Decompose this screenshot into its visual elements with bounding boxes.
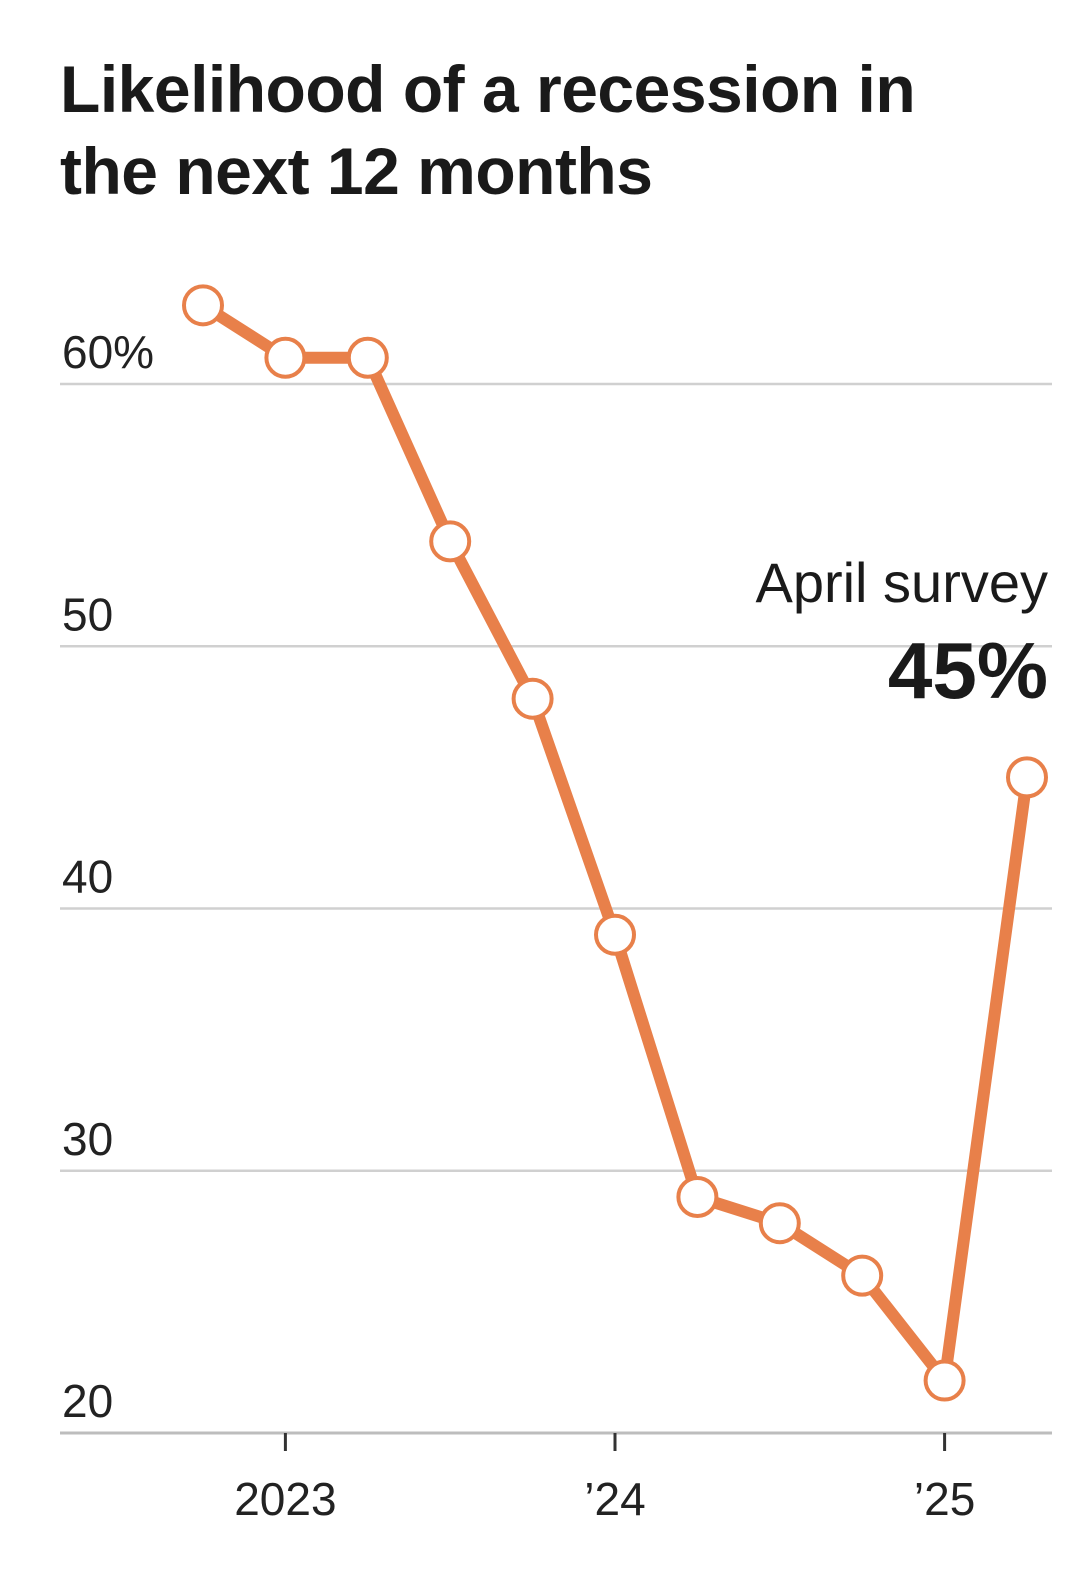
y-tick-label: 40	[62, 851, 113, 903]
y-tick-label: 20	[62, 1375, 113, 1427]
data-point	[1006, 756, 1048, 799]
series-markers	[182, 284, 1048, 1402]
y-axis-tick-labels: 20 30 40 50 60%	[62, 326, 154, 1427]
data-point	[346, 336, 389, 379]
series-path	[197, 299, 1033, 1387]
data-point	[758, 1202, 801, 1245]
x-axis: 2023 ’24 ’25	[60, 1431, 1052, 1525]
x-tick-label: ’24	[584, 1473, 645, 1525]
chart-title: Likelihood of a recession in the next 12…	[60, 52, 916, 208]
data-point	[182, 284, 224, 327]
annotation-label: April survey	[755, 551, 1048, 614]
y-tick-label: 50	[62, 588, 113, 640]
y-tick-label: 60%	[62, 326, 154, 378]
series-line	[197, 299, 1033, 1387]
data-point	[511, 677, 554, 720]
x-tick-label: 2023	[234, 1473, 336, 1525]
data-point	[676, 1175, 719, 1218]
y-tick-label: 30	[62, 1113, 113, 1165]
data-point	[264, 336, 307, 379]
annotation-value: 45%	[888, 626, 1048, 715]
gridlines	[60, 382, 1052, 1172]
data-point	[841, 1254, 884, 1297]
data-point	[594, 913, 636, 956]
data-point	[923, 1359, 966, 1402]
latest-value-annotation: April survey 45%	[755, 551, 1048, 715]
x-tick-label: ’25	[914, 1473, 975, 1525]
data-point	[429, 520, 472, 563]
